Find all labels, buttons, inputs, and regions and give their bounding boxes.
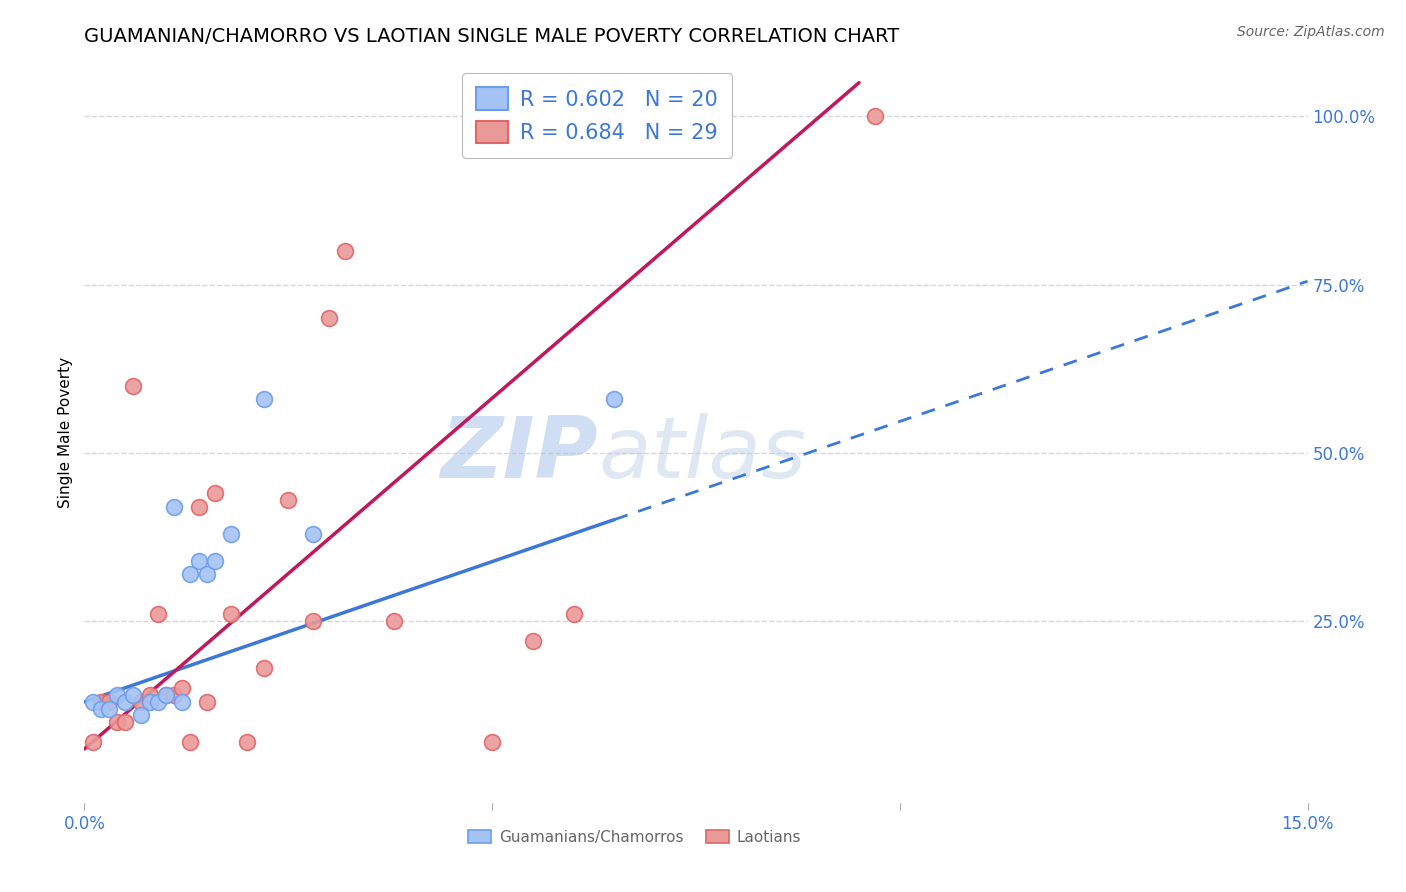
Point (603, 392, 626, 406)
Point (301, 614, 323, 628)
Point (138, 688, 160, 702)
Point (97, 695, 120, 709)
Point (122, 688, 145, 702)
Point (219, 526, 242, 541)
Point (90, 695, 112, 709)
Point (253, 661, 276, 675)
Point (155, 688, 177, 702)
Point (163, 688, 186, 702)
Point (105, 714, 128, 729)
Point (219, 607, 242, 622)
Point (481, 735, 503, 749)
Point (187, 553, 209, 567)
Point (146, 695, 169, 709)
Point (187, 500, 209, 514)
Point (114, 714, 136, 729)
Point (155, 688, 177, 702)
Point (105, 688, 128, 702)
Legend: Guamanians/Chamorros, Laotians: Guamanians/Chamorros, Laotians (463, 823, 807, 851)
Point (277, 492, 299, 507)
Point (122, 378, 145, 392)
Point (163, 500, 186, 514)
Text: GUAMANIAN/CHAMORRO VS LAOTIAN SINGLE MALE POVERTY CORRELATION CHART: GUAMANIAN/CHAMORRO VS LAOTIAN SINGLE MAL… (84, 27, 900, 45)
Y-axis label: Single Male Poverty: Single Male Poverty (58, 357, 73, 508)
Point (172, 695, 194, 709)
Point (382, 614, 405, 628)
Point (146, 607, 169, 622)
Point (562, 607, 585, 622)
Point (90, 701, 112, 715)
Point (335, 244, 357, 258)
Point (865, 109, 887, 123)
Point (318, 311, 340, 326)
Point (204, 553, 226, 567)
Point (97, 701, 120, 715)
Text: atlas: atlas (598, 413, 806, 496)
Point (114, 695, 136, 709)
Point (603, 109, 626, 123)
Point (131, 708, 153, 723)
Point (172, 681, 194, 696)
Point (179, 566, 201, 581)
Point (195, 566, 218, 581)
Point (522, 634, 544, 648)
Point (236, 735, 259, 749)
Point (204, 486, 226, 500)
Point (179, 735, 201, 749)
Point (82, 695, 104, 709)
Point (82, 735, 104, 749)
Text: ZIP: ZIP (440, 413, 598, 496)
Point (138, 695, 160, 709)
Point (301, 526, 323, 541)
Point (253, 392, 276, 406)
Point (131, 695, 153, 709)
Text: Source: ZipAtlas.com: Source: ZipAtlas.com (1237, 25, 1385, 39)
Point (195, 695, 218, 709)
